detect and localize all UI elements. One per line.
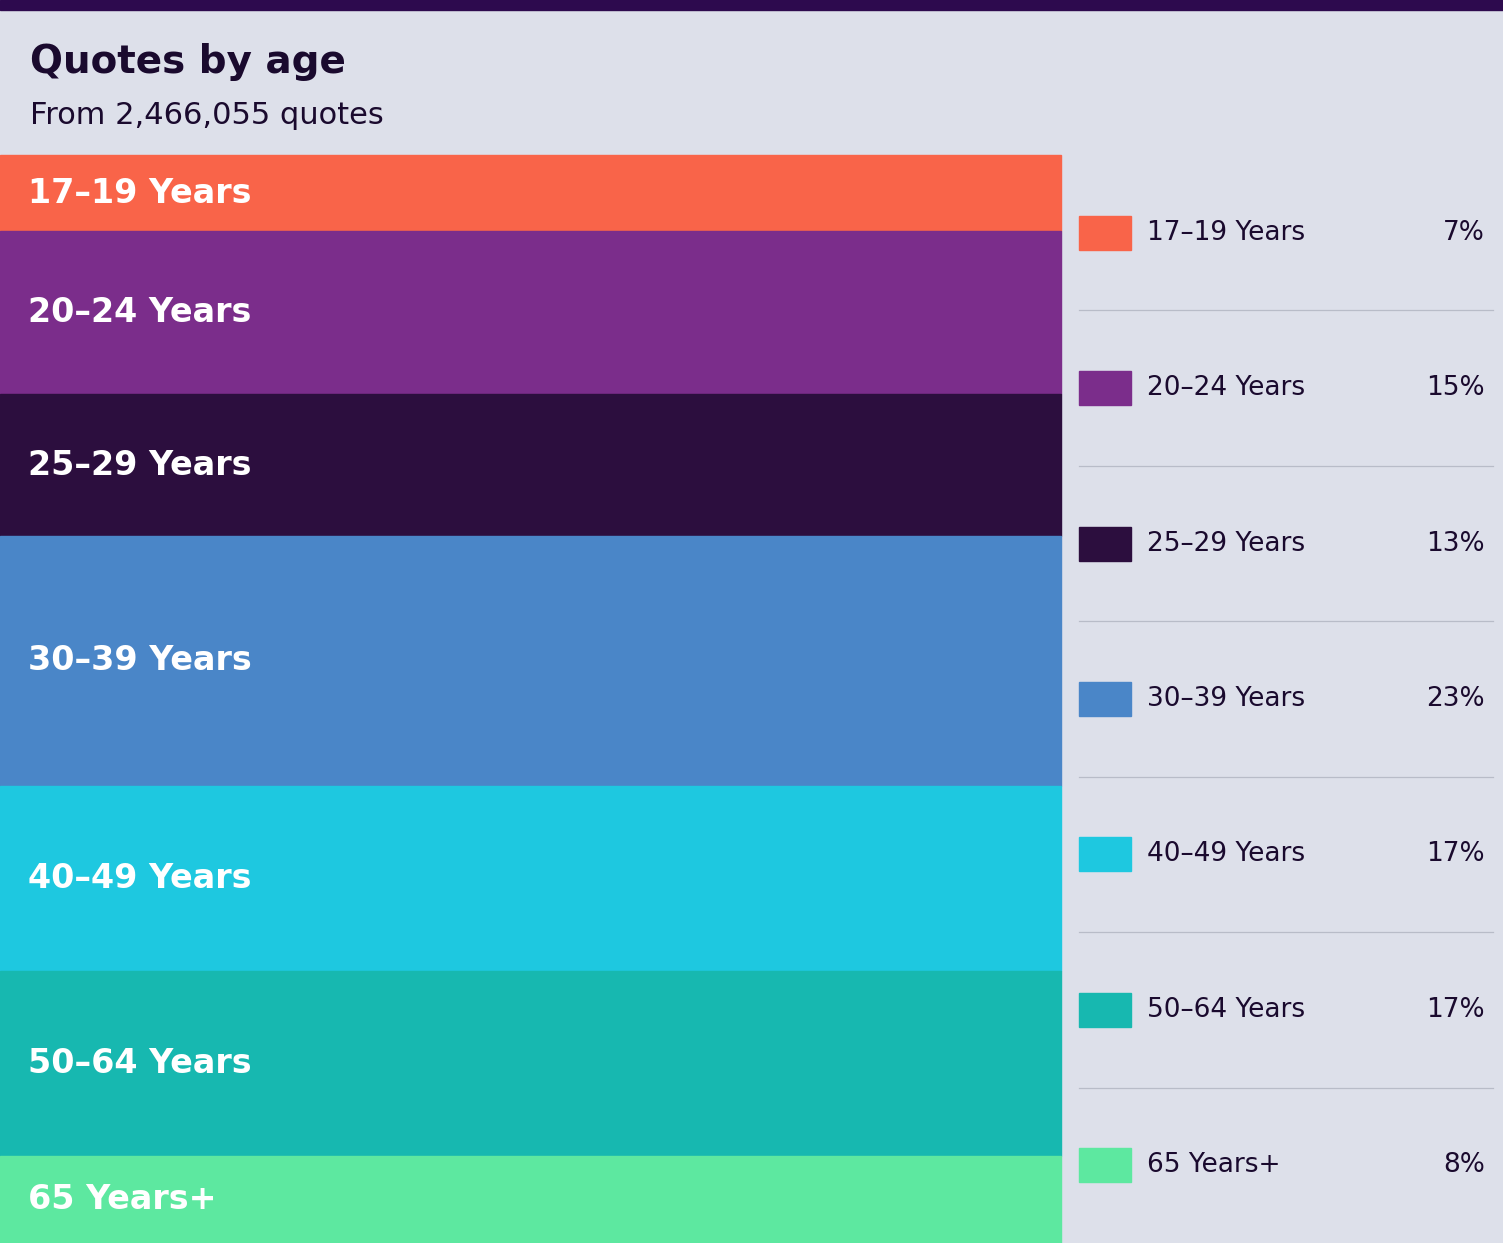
Text: 13%: 13% (1426, 531, 1485, 557)
Text: 65 Years+: 65 Years+ (29, 1183, 216, 1216)
Text: From 2,466,055 quotes: From 2,466,055 quotes (30, 101, 383, 129)
Text: 50–64 Years: 50–64 Years (29, 1047, 251, 1080)
Bar (1079, 372, 1132, 405)
Bar (1079, 993, 1132, 1027)
Bar (0, 1156, 1061, 1243)
Bar (0, 971, 1061, 1156)
Bar (0, 155, 1061, 231)
Bar (1079, 838, 1132, 871)
Text: 50–64 Years: 50–64 Years (1147, 997, 1305, 1023)
Text: 17–19 Years: 17–19 Years (1147, 220, 1305, 246)
Text: 7%: 7% (1443, 220, 1485, 246)
Text: 17–19 Years: 17–19 Years (29, 177, 251, 210)
Text: 25–29 Years: 25–29 Years (1147, 531, 1305, 557)
Text: 8%: 8% (1443, 1152, 1485, 1178)
Text: 23%: 23% (1426, 686, 1485, 712)
Text: Quotes by age: Quotes by age (30, 44, 346, 81)
Text: 40–49 Years: 40–49 Years (1147, 842, 1305, 868)
Bar (0, 394, 1061, 536)
Bar (1079, 1149, 1132, 1182)
Text: 17%: 17% (1426, 842, 1485, 868)
Text: 20–24 Years: 20–24 Years (29, 296, 251, 329)
Bar (0, 786, 1061, 971)
Bar (0, 536, 1061, 786)
Text: 17%: 17% (1426, 997, 1485, 1023)
Bar (1079, 216, 1132, 250)
Text: 40–49 Years: 40–49 Years (29, 861, 251, 895)
Bar (0, 0, 1503, 10)
Text: 15%: 15% (1426, 375, 1485, 401)
Bar (1079, 682, 1132, 716)
Bar (1079, 527, 1132, 561)
Text: 25–29 Years: 25–29 Years (29, 449, 251, 481)
Text: 30–39 Years: 30–39 Years (1147, 686, 1305, 712)
Bar (0, 231, 1061, 394)
Text: 65 Years+: 65 Years+ (1147, 1152, 1281, 1178)
Text: 30–39 Years: 30–39 Years (29, 644, 251, 677)
Text: 20–24 Years: 20–24 Years (1147, 375, 1305, 401)
